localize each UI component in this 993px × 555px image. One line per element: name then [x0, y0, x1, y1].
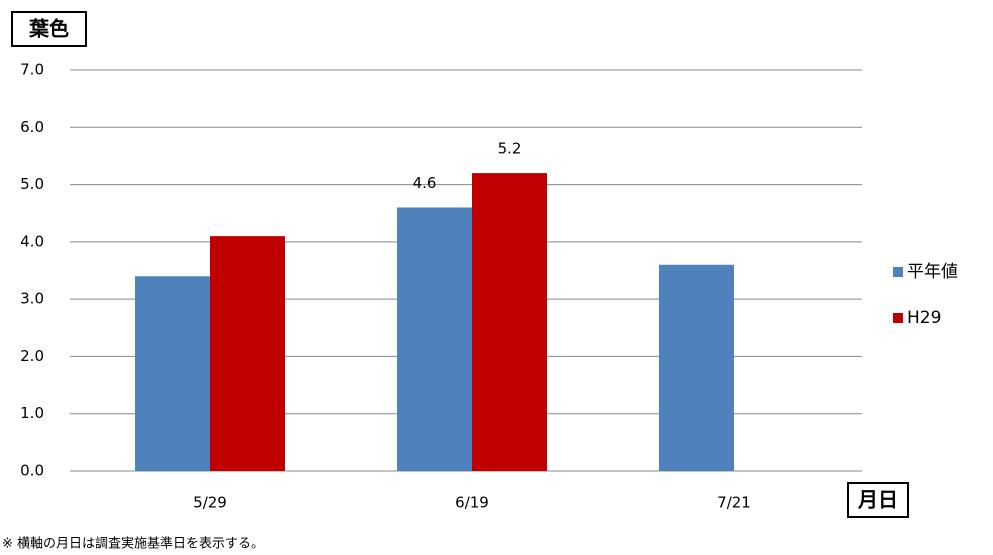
x-axis-label: 月日: [857, 488, 898, 512]
x-tick-label: 5/29: [193, 494, 227, 512]
y-tick-label: 3.0: [20, 290, 44, 308]
footnote: ※ 横軸の月日は調査実施基準日を表示する。: [2, 536, 264, 552]
y-tick-label: 7.0: [20, 61, 44, 79]
y-tick-label: 2.0: [20, 347, 44, 365]
bar: [135, 276, 210, 471]
data-label: 4.6: [413, 174, 437, 192]
bar: [210, 236, 285, 471]
x-tick-label: 7/21: [717, 494, 751, 512]
y-tick-label: 6.0: [20, 118, 44, 136]
y-tick-label: 4.0: [20, 232, 44, 250]
bar: [659, 264, 734, 471]
data-label: 5.2: [498, 140, 522, 158]
legend-label: 平年値: [907, 262, 958, 282]
legend-swatch: [893, 313, 903, 323]
y-tick-label: 0.0: [20, 462, 44, 480]
bar: [397, 207, 472, 471]
y-tick-label: 1.0: [20, 404, 44, 422]
x-label-box: [847, 482, 909, 518]
y-tick-label: 5.0: [20, 175, 44, 193]
x-tick-label: 6/19: [455, 494, 489, 512]
legend-swatch: [893, 267, 903, 277]
y-label-box: [11, 11, 87, 47]
y-axis-label: 葉色: [28, 17, 69, 41]
bar: [472, 173, 547, 471]
legend-label: H29: [907, 308, 941, 328]
